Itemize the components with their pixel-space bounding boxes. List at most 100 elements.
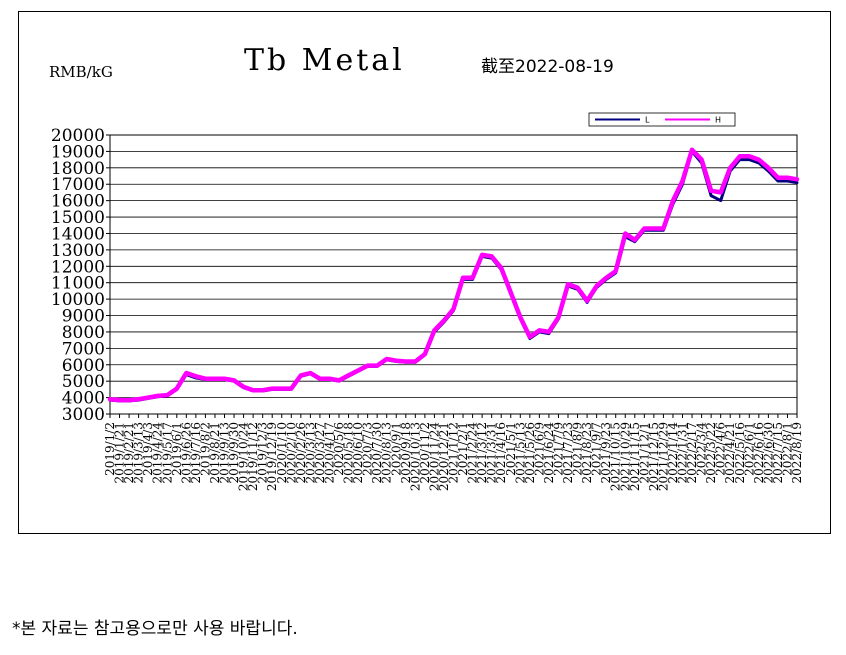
x-tick-label: 2020/7/30 [370, 422, 384, 484]
x-tick-label: 2021/5/1 [504, 422, 518, 476]
x-tick-label: 2021/5/26 [523, 422, 537, 484]
x-tick-label: 2019/6/26 [179, 422, 193, 484]
x-tick-label: 2019/8/2 [198, 422, 212, 476]
x-tick-label: 2021/9/7 [590, 422, 604, 476]
x-tick-label: 2020/6/10 [351, 422, 365, 484]
x-tick-label: 2020/2/10 [284, 422, 298, 484]
x-tick-label: 2021/3/12 [475, 422, 489, 484]
x-tick-label: 2019/12/3 [256, 422, 270, 484]
x-tick-label: 2020/7/3 [361, 422, 375, 476]
y-tick-label: 11000 [51, 274, 105, 294]
x-tick-label: 2021/2/1 [456, 422, 470, 476]
x-tick-label: 2019/2/21 [122, 422, 136, 484]
x-tick-label: 2019/4/24 [151, 422, 165, 484]
x-tick-label: 2021/11/15 [628, 422, 642, 491]
x-tick-label: 2020/2/26 [294, 422, 308, 484]
y-tick-label: 4000 [62, 389, 105, 409]
plot-area [109, 134, 798, 415]
x-tick-label: 2020/4/17 [322, 422, 336, 484]
x-tick-label: 2020/12/21 [437, 422, 451, 491]
chart-frame: RMB/kG Tb Metal 截至2022-08-19 3000 4000 500… [18, 11, 831, 534]
y-axis: 3000400050006000700080009000100001100012… [51, 126, 110, 425]
series-line-h [107, 147, 800, 403]
x-tick-label: 2022/6/1 [742, 422, 756, 476]
legend-box [588, 112, 736, 127]
x-tick-label: 2019/9/13 [218, 422, 232, 484]
x-tick-label: 2020/5/18 [342, 422, 356, 484]
y-tick-label: 18000 [51, 159, 105, 179]
x-tick-label: 2022/8/19 [790, 422, 804, 484]
x-tick-label: 2021/3/31 [485, 422, 499, 484]
x-tick-label: 2022/5/16 [733, 422, 747, 484]
legend-label-h: H [715, 116, 721, 125]
y-tick-label: 12000 [51, 257, 105, 277]
chart-title: Tb Metal [244, 43, 405, 78]
y-tick-label: 9000 [62, 307, 105, 327]
y-tick-label: 13000 [51, 241, 105, 261]
x-tick-label: 2021/12/1 [637, 422, 651, 484]
x-tick-label: 2020/9/1 [389, 422, 403, 476]
series-line-l [108, 149, 799, 403]
x-tick-label: 2021/7/23 [561, 422, 575, 484]
y-tick-label: 10000 [51, 290, 105, 310]
y-axis-unit-label: RMB/kG [49, 63, 113, 81]
x-tick-label: 2021/2/24 [466, 422, 480, 484]
x-tick-label: 2022/1/31 [676, 422, 690, 484]
x-tick-label: 2022/2/17 [685, 422, 699, 484]
x-tick-label: 2019/6/1 [170, 422, 184, 476]
y-tick-label: 19000 [51, 142, 105, 162]
x-tick-label: 2019/7/16 [189, 422, 203, 484]
x-tick-label: 2022/6/16 [752, 422, 766, 484]
x-tick-label: 2021/10/15 [609, 422, 623, 491]
x-tick-label: 2021/6/24 [542, 422, 556, 484]
y-tick-label: 5000 [62, 372, 105, 392]
y-tick-label: 8000 [62, 323, 105, 343]
x-tick-label: 2019/4/3 [141, 422, 155, 476]
x-tick-label: 2022/3/22 [704, 422, 718, 484]
x-tick-label: 2019/3/13 [132, 422, 146, 484]
y-tick-label: 20000 [51, 126, 105, 146]
x-tick-label: 2021/4/16 [494, 422, 508, 484]
x-axis: 2019/1/22019/1/212019/2/212019/3/132019/… [103, 414, 804, 491]
x-tick-label: 2020/1/10 [275, 422, 289, 484]
x-tick-label: 2020/3/13 [303, 422, 317, 484]
x-tick-label: 2019/10/24 [237, 422, 251, 492]
x-tick-label: 2020/10/13 [408, 422, 422, 491]
x-tick-label: 2020/11/2 [418, 422, 432, 484]
x-tick-label: 2021/12/15 [647, 422, 661, 491]
y-tick-label: 14000 [51, 224, 105, 244]
x-tick-label: 2020/8/13 [380, 422, 394, 484]
x-tick-label: 2022/4/21 [723, 422, 737, 484]
x-tick-label: 2020/3/27 [313, 422, 327, 484]
disclaimer-text: *본 자료는 참고용으로만 사용 바랍니다. [12, 619, 298, 639]
x-tick-label: 2021/8/23 [580, 422, 594, 484]
x-tick-label: 2021/8/9 [571, 422, 585, 476]
y-tick-label: 6000 [62, 356, 105, 376]
x-tick-label: 2019/12/19 [265, 422, 279, 491]
x-tick-label: 2019/1/2 [103, 422, 117, 476]
grid [109, 134, 798, 415]
x-tick-label: 2021/7/9 [551, 422, 565, 476]
x-tick-label: 2019/11/12 [246, 422, 260, 491]
y-tick-label: 15000 [51, 208, 105, 228]
y-tick-label: 16000 [51, 192, 105, 212]
x-tick-label: 2020/5/6 [332, 422, 346, 476]
x-tick-label: 2022/1/14 [666, 422, 680, 484]
x-tick-label: 2019/1/21 [113, 422, 127, 484]
x-tick-label: 2021/5/13 [513, 422, 527, 484]
series-lines [107, 147, 800, 403]
x-tick-label: 2021/6/9 [532, 422, 546, 476]
x-tick-label: 2019/5/17 [160, 422, 174, 484]
x-tick-label: 2022/6/30 [761, 422, 775, 484]
y-tick-label: 7000 [62, 339, 105, 359]
x-tick-label: 2021/12/29 [656, 422, 670, 491]
x-tick-label: 2022/8/1 [780, 422, 794, 476]
y-tick-label: 17000 [51, 175, 105, 195]
legend-label-l: L [645, 116, 650, 125]
x-tick-label: 2022/7/15 [771, 422, 785, 484]
x-tick-label: 2019/9/30 [227, 422, 241, 484]
x-tick-label: 2022/4/6 [714, 422, 728, 476]
chart-subtitle: 截至2022-08-19 [481, 57, 614, 77]
x-tick-label: 2022/3/4 [695, 422, 709, 476]
